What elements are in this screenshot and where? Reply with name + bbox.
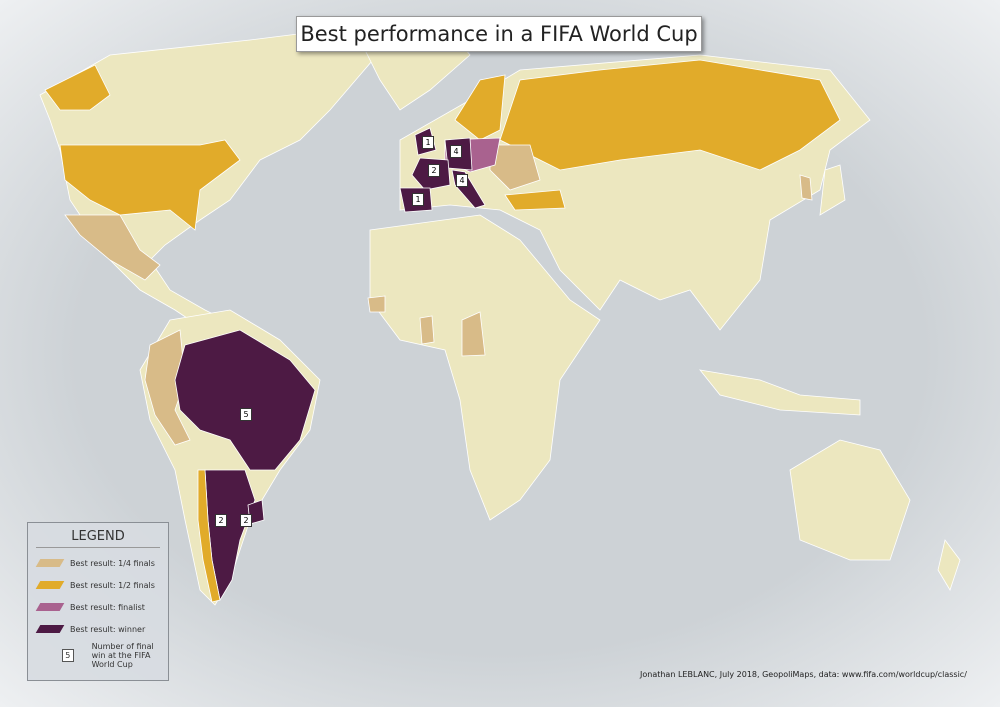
legend-row: Best result: finalist (28, 596, 168, 618)
credit: Jonathan LEBLANC, July 2018, GeopoliMaps… (640, 670, 967, 679)
scandinavia (454, 74, 506, 141)
win-badge: 2 (240, 514, 252, 527)
legend-label: Best result: 1/4 finals (70, 558, 155, 568)
colombia-peru (144, 329, 191, 446)
new-zealand (937, 539, 961, 591)
alaska (44, 64, 111, 111)
legend: LEGEND Best result: 1/4 finals Best resu… (27, 522, 169, 681)
map-title: Best performance in a FIFA World Cup (296, 16, 702, 52)
win-badge: 1 (412, 193, 424, 206)
korea (799, 174, 813, 201)
legend-row: 5 Number of final win at the FIFA World C… (28, 640, 168, 670)
mexico (64, 214, 161, 281)
indonesia (699, 369, 861, 416)
legend-swatch (35, 625, 65, 633)
win-badge: 4 (450, 145, 462, 158)
win-badge: 2 (428, 164, 440, 177)
legend-row: Best result: 1/2 finals (28, 574, 168, 596)
senegal (367, 295, 386, 313)
usa (59, 139, 241, 231)
legend-swatch (35, 581, 65, 589)
legend-label: Best result: winner (70, 624, 146, 634)
japan (819, 164, 846, 216)
legend-row: Best result: winner (28, 618, 168, 640)
australia (789, 439, 911, 561)
legend-title: LEGEND (36, 529, 160, 548)
chile (197, 469, 221, 603)
legend-badge: 5 (62, 648, 74, 662)
legend-row: Best result: 1/4 finals (28, 552, 168, 574)
turkey (504, 189, 566, 211)
legend-swatch (35, 559, 65, 567)
legend-label: Best result: finalist (70, 602, 145, 612)
win-badge: 1 (422, 136, 434, 149)
win-badge: 4 (456, 174, 468, 187)
ghana (419, 315, 435, 345)
win-badge: 2 (215, 514, 227, 527)
win-badge: 5 (240, 408, 252, 421)
legend-label: Number of final win at the FIFA World Cu… (91, 641, 154, 669)
legend-swatch (35, 603, 65, 611)
legend-label: Best result: 1/2 finals (70, 580, 155, 590)
africa (369, 214, 601, 521)
brazil (174, 329, 316, 471)
cameroon (461, 311, 486, 357)
russia (499, 59, 841, 171)
